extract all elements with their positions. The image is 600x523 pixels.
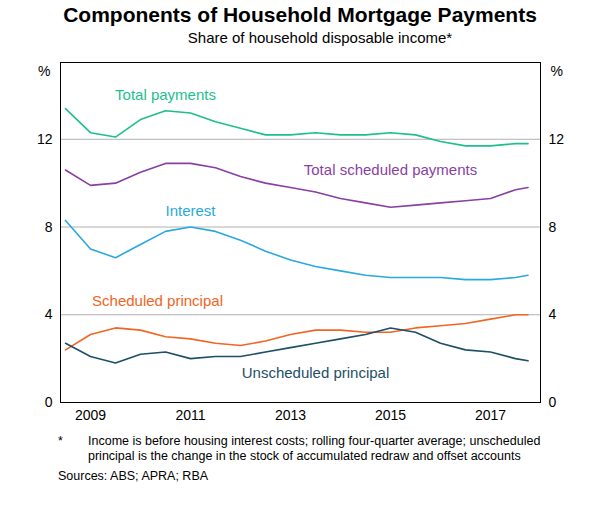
html-text:Income is before housing inter: Income is before housing interest costs;… xyxy=(88,434,541,463)
html-text:Sources: ABS; APRA; RBA: Sources: ABS; APRA; RBA xyxy=(58,469,209,483)
svg-text:2015: 2015 xyxy=(375,407,406,423)
svg-text:Total payments: Total payments xyxy=(115,86,216,103)
svg-text:2011: 2011 xyxy=(175,407,205,423)
svg-text:0: 0 xyxy=(45,394,53,410)
svg-text:Interest: Interest xyxy=(165,202,216,219)
html-text:Share of household disposable: Share of household disposable income* xyxy=(187,29,453,46)
svg-text:8: 8 xyxy=(549,218,557,234)
svg-text:12: 12 xyxy=(37,131,53,147)
svg-text:%: % xyxy=(551,63,563,79)
svg-text:Unscheduled principal: Unscheduled principal xyxy=(242,364,390,381)
svg-text:8: 8 xyxy=(45,218,53,234)
svg-text:0: 0 xyxy=(549,394,557,410)
svg-text:4: 4 xyxy=(45,306,53,322)
svg-text:12: 12 xyxy=(549,131,565,147)
svg-text:4: 4 xyxy=(549,306,557,322)
html-text:Components of Household Mortga: Components of Household Mortgage Payment… xyxy=(63,3,537,26)
svg-text:2013: 2013 xyxy=(275,407,306,423)
svg-text:%: % xyxy=(38,63,50,79)
svg-text:2009: 2009 xyxy=(75,407,106,423)
svg-text:Scheduled principal: Scheduled principal xyxy=(92,291,223,308)
svg-text:Total scheduled payments: Total scheduled payments xyxy=(304,161,477,178)
svg-text:2017: 2017 xyxy=(475,407,506,423)
